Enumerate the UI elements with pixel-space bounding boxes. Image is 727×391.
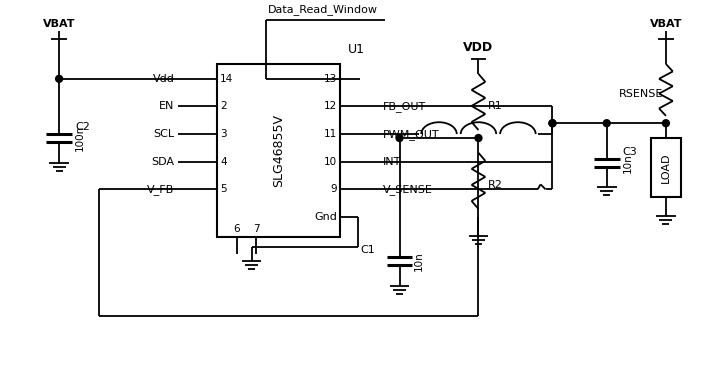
Circle shape — [56, 75, 63, 82]
Text: INT: INT — [382, 157, 401, 167]
Text: Vdd: Vdd — [153, 74, 174, 84]
Text: SDA: SDA — [151, 157, 174, 167]
Text: LOAD: LOAD — [661, 152, 671, 183]
Text: VBAT: VBAT — [43, 20, 76, 29]
Circle shape — [475, 135, 482, 142]
Text: Gnd: Gnd — [315, 212, 337, 222]
Text: 3: 3 — [220, 129, 227, 139]
Text: 5: 5 — [220, 184, 227, 194]
Text: 10n: 10n — [414, 251, 423, 271]
Text: 100n: 100n — [75, 125, 85, 151]
Text: 10: 10 — [324, 157, 337, 167]
Circle shape — [603, 120, 610, 127]
Circle shape — [396, 135, 403, 142]
Bar — [651, 138, 680, 197]
Text: 2: 2 — [220, 101, 227, 111]
Text: FB_OUT: FB_OUT — [382, 101, 426, 112]
Text: 9: 9 — [331, 184, 337, 194]
Text: C2: C2 — [75, 122, 89, 132]
Text: SCL: SCL — [153, 129, 174, 139]
Text: Data_Read_Window: Data_Read_Window — [268, 4, 378, 15]
Circle shape — [549, 120, 556, 127]
Text: EN: EN — [159, 101, 174, 111]
Text: 6: 6 — [233, 224, 240, 234]
Text: PWM_OUT: PWM_OUT — [382, 129, 439, 140]
Text: 4: 4 — [220, 157, 227, 167]
Bar — [217, 64, 340, 237]
Text: 10n: 10n — [622, 153, 632, 172]
Circle shape — [662, 120, 670, 127]
Text: R2: R2 — [489, 180, 503, 190]
Text: U1: U1 — [348, 43, 365, 56]
Text: V_SENSE: V_SENSE — [382, 184, 433, 195]
Text: R1: R1 — [489, 101, 503, 111]
Text: 13: 13 — [324, 74, 337, 84]
Text: V_FB: V_FB — [148, 184, 174, 195]
Text: 14: 14 — [220, 74, 233, 84]
Text: VBAT: VBAT — [650, 20, 682, 29]
Text: C3: C3 — [622, 147, 638, 157]
Text: SLG46855V: SLG46855V — [272, 114, 285, 187]
Text: C1: C1 — [360, 246, 375, 255]
Text: VDD: VDD — [463, 41, 494, 54]
Text: RSENSE: RSENSE — [619, 89, 663, 99]
Text: 11: 11 — [324, 129, 337, 139]
Text: 12: 12 — [324, 101, 337, 111]
Text: 7: 7 — [253, 224, 260, 234]
Circle shape — [549, 120, 556, 127]
